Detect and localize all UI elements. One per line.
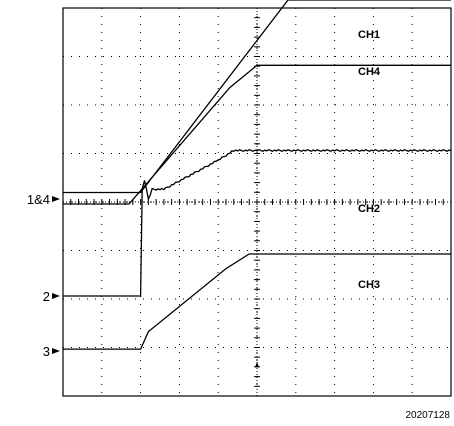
ref-markers: 1&4 2 3 (27, 192, 60, 359)
trigger-marker (255, 362, 259, 367)
grid (63, 8, 451, 396)
trace-label-ch1: CH1 (358, 29, 380, 41)
ref-marker-arrow (52, 348, 60, 354)
trace-label-ch4: CH4 (358, 66, 381, 78)
ref-marker-label: 2 (43, 289, 50, 304)
trace-ch3 (63, 253, 451, 350)
ref-marker-label: 1&4 (27, 192, 50, 207)
ref-marker-label: 3 (43, 344, 50, 359)
figure-id: 20207128 (406, 410, 451, 421)
labels: CH1 CH4 CH2 CH3 (358, 29, 381, 291)
trace-ch4 (63, 64, 451, 205)
ref-marker-arrow (52, 196, 60, 202)
ref-marker-arrow (52, 293, 60, 299)
trace-ch1 (63, 0, 451, 194)
trace-ch2 (63, 148, 452, 297)
traces (63, 0, 452, 350)
trace-label-ch3: CH3 (358, 279, 380, 291)
trace-label-ch2: CH2 (358, 203, 380, 215)
